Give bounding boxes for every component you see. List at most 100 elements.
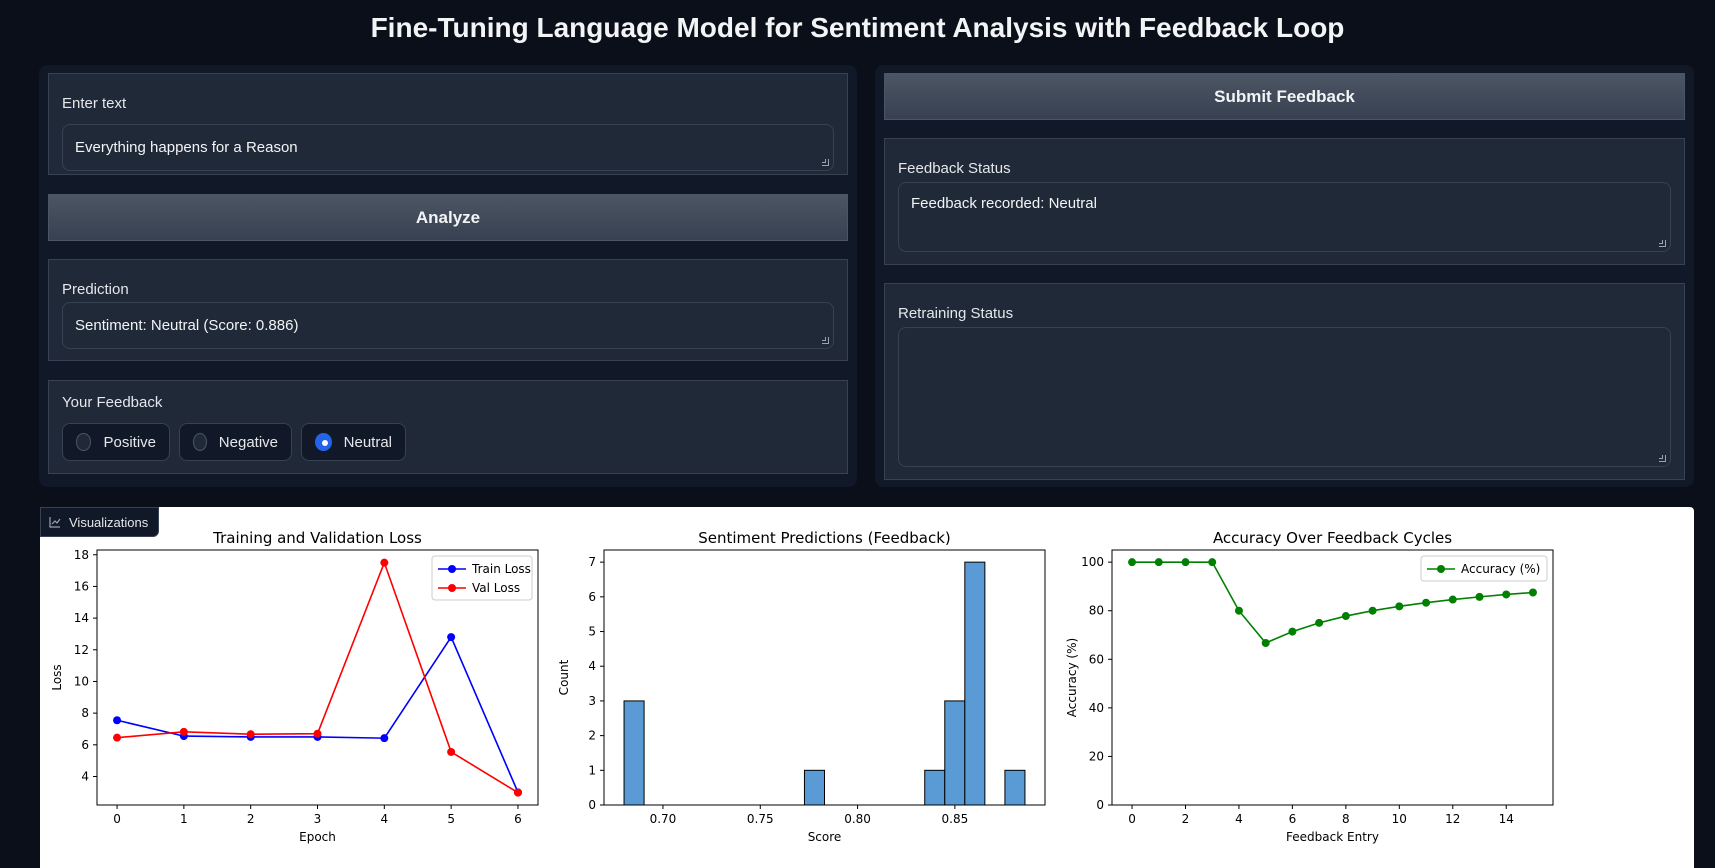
prediction-output[interactable]: Sentiment: Neutral (Score: 0.886)	[62, 302, 834, 349]
text-input[interactable]: Everything happens for a Reason	[62, 124, 834, 171]
feedback-status-value: Feedback recorded: Neutral	[911, 195, 1097, 212]
chart-2-xtick-label: 10	[1392, 812, 1407, 826]
resize-grip-icon[interactable]	[1659, 240, 1666, 247]
radio-neutral[interactable]: Neutral	[301, 423, 406, 461]
chart-2-xtick-label: 0	[1128, 812, 1136, 826]
chart-0-xlabel: Epoch	[299, 830, 336, 844]
chart-0-series-line	[116, 635, 519, 793]
chart-2-xlabel: Feedback Entry	[1286, 830, 1379, 844]
chart-2-legend-label: Accuracy (%)	[1461, 562, 1540, 576]
chart-0-point	[380, 558, 389, 567]
chart-1-ytick-label: 5	[588, 625, 596, 639]
radio-positive[interactable]: Positive	[62, 423, 170, 461]
chart-2-point	[1528, 588, 1537, 597]
chart-2-ylabel: Accuracy (%)	[1065, 638, 1079, 717]
radio-neutral-label: Neutral	[343, 433, 392, 451]
chart-1-ytick-label: 0	[588, 798, 596, 812]
chart-0-ytick-label: 8	[81, 706, 89, 720]
chart-0-xtick-label: 5	[447, 812, 455, 826]
chart-0-ytick-label: 4	[81, 769, 89, 783]
analyze-button[interactable]: Analyze	[48, 194, 848, 241]
chart-1-xtick-label: 0.80	[844, 812, 871, 826]
text-input-label: Enter text	[62, 95, 127, 112]
chart-0-xtick-label: 6	[514, 812, 522, 826]
resize-grip-icon[interactable]	[1659, 455, 1666, 462]
chart-2-xtick-label: 6	[1289, 812, 1297, 826]
chart-2-point	[1315, 618, 1324, 627]
chart-icon	[49, 517, 61, 528]
chart-2-frame	[1111, 549, 1554, 806]
visualizations-label: Visualizations	[69, 514, 149, 530]
chart-2-point	[1395, 602, 1404, 611]
chart-2-xtick-label: 14	[1499, 812, 1514, 826]
chart-0-ytick-label: 14	[74, 611, 89, 625]
chart-1-bar	[964, 561, 986, 806]
chart-2-legend-box	[1420, 555, 1548, 582]
chart-0-ytick-label: 18	[74, 548, 89, 562]
chart-2-point	[1288, 627, 1297, 636]
chart-2-ytick-label: 60	[1089, 652, 1104, 666]
chart-2-ytick-label: 40	[1089, 701, 1104, 715]
chart-2-xtick-label: 2	[1182, 812, 1190, 826]
chart-0-xtick-label: 3	[314, 812, 322, 826]
chart-1-bar	[1004, 769, 1026, 806]
chart-0-ytick-label: 12	[74, 643, 89, 657]
visualizations-plot: Training and Validation Loss Epoch Loss 0 1 2…	[40, 507, 1694, 868]
chart-0-point	[513, 788, 522, 797]
chart-2-point	[1154, 558, 1163, 567]
resize-grip-icon[interactable]	[822, 159, 829, 166]
chart-0-legend-label: Train Loss	[471, 562, 531, 576]
prediction-label: Prediction	[62, 281, 129, 298]
chart-1-ytick-label: 3	[588, 694, 596, 708]
feedback-status-block: Feedback Status Feedback recorded: Neutr…	[884, 138, 1685, 265]
chart-0-title: Training and Validation Loss	[212, 529, 422, 547]
radio-dot-selected-icon	[315, 433, 332, 451]
page-title: Fine-Tuning Language Model for Sentiment…	[370, 12, 1345, 43]
chart-1-ytick-label: 4	[588, 659, 596, 673]
input-panel: Enter text Everything happens for a Reas…	[39, 65, 857, 487]
chart-2-point	[1502, 590, 1511, 599]
chart-2-title: Accuracy Over Feedback Cycles	[1213, 529, 1452, 547]
chart-2-xtick-label: 4	[1235, 812, 1243, 826]
chart-0-xtick-label: 0	[113, 812, 121, 826]
chart-0-point	[313, 729, 322, 738]
radio-dot-icon	[193, 433, 207, 451]
chart-2-ytick-label: 100	[1081, 555, 1104, 569]
chart-2-ytick-label: 0	[1096, 798, 1104, 812]
chart-2-series-line	[1132, 561, 1534, 644]
chart-1-ytick-label: 2	[588, 729, 596, 743]
chart-0-point	[447, 747, 456, 756]
radio-negative-label: Negative	[218, 433, 278, 451]
radio-positive-label: Positive	[103, 433, 156, 451]
chart-0-legend-label: Val Loss	[472, 581, 520, 595]
chart-2-legend-marker	[1437, 565, 1445, 573]
radio-negative[interactable]: Negative	[179, 423, 292, 461]
chart-1-bar	[803, 769, 825, 806]
chart-2-point	[1368, 606, 1377, 615]
chart-0-point	[246, 730, 255, 739]
feedback-status-label: Feedback Status	[898, 160, 1011, 177]
feedback-status-output[interactable]: Feedback recorded: Neutral	[898, 182, 1671, 252]
chart-2-point	[1475, 592, 1484, 601]
text-input-value: Everything happens for a Reason	[75, 139, 298, 156]
chart-0-point	[447, 633, 456, 642]
chart-1-xtick-label: 0.85	[942, 812, 969, 826]
chart-2-point	[1208, 558, 1217, 567]
retraining-status-output[interactable]	[898, 327, 1671, 467]
text-input-block: Enter text Everything happens for a Reas…	[48, 73, 848, 175]
submit-feedback-button[interactable]: Submit Feedback	[884, 73, 1685, 120]
chart-0-legend-marker	[448, 584, 456, 592]
chart-0-point	[113, 733, 122, 742]
chart-2-point	[1341, 612, 1350, 621]
chart-1-bar	[924, 769, 946, 806]
resize-grip-icon[interactable]	[822, 337, 829, 344]
chart-2-ytick-label: 80	[1089, 604, 1104, 618]
chart-0-ytick-label: 10	[74, 674, 89, 688]
prediction-value: Sentiment: Neutral (Score: 0.886)	[75, 317, 299, 334]
chart-2-point	[1128, 558, 1137, 567]
chart-2-point	[1261, 639, 1270, 648]
chart-0-point	[380, 734, 389, 743]
chart-2-point	[1422, 598, 1431, 607]
feedback-panel: Submit Feedback Feedback Status Feedback…	[875, 65, 1694, 487]
